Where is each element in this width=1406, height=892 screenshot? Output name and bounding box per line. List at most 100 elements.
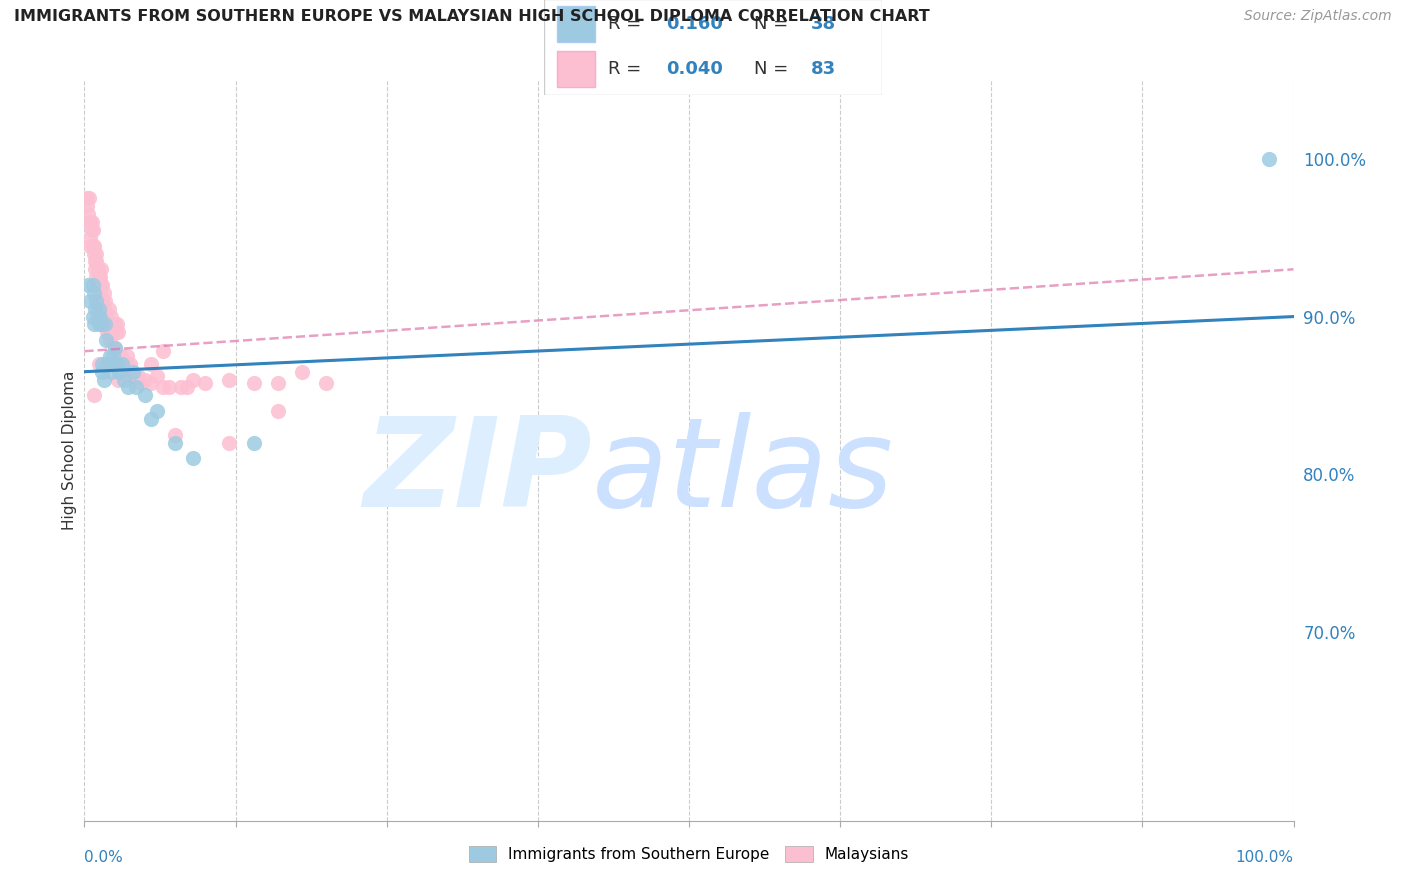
Point (93, 285, 115, 300)
Point (107, 373, 129, 387)
Point (86, 293, 108, 308)
Text: 100.0%: 100.0% (1236, 850, 1294, 865)
Point (157, 380, 180, 394)
Point (98, 333, 121, 347)
Point (86, 270, 108, 285)
Text: N =: N = (754, 15, 794, 33)
Point (87, 318, 110, 332)
Point (86, 310, 108, 324)
Point (96, 357, 118, 371)
Point (77, 191, 100, 205)
Point (139, 376, 162, 390)
Point (120, 357, 142, 371)
Point (111, 357, 134, 371)
Point (83, 246, 105, 260)
Point (100, 318, 122, 332)
Point (86, 246, 108, 260)
Point (134, 373, 156, 387)
Point (165, 427, 187, 442)
Point (242, 376, 264, 390)
FancyBboxPatch shape (557, 51, 595, 87)
Point (77, 278, 100, 293)
Point (107, 326, 129, 340)
Point (146, 369, 169, 384)
Point (152, 380, 174, 394)
Point (218, 435, 240, 450)
Point (84, 262, 107, 277)
Point (101, 357, 124, 371)
Point (83, 238, 105, 252)
Point (79, 238, 101, 252)
Point (124, 369, 146, 384)
Point (125, 380, 148, 394)
Text: ZIP: ZIP (364, 412, 592, 533)
Point (242, 435, 264, 450)
Point (112, 373, 135, 387)
Point (89, 310, 111, 324)
Point (94, 310, 117, 324)
Text: 0.160: 0.160 (665, 15, 723, 33)
Point (97, 301, 120, 316)
Point (117, 365, 139, 379)
Text: 0.040: 0.040 (665, 60, 723, 78)
Point (1258, 152, 1281, 166)
Point (104, 341, 127, 355)
Point (105, 318, 128, 332)
Point (94, 318, 117, 332)
Text: Source: ZipAtlas.com: Source: ZipAtlas.com (1244, 9, 1392, 23)
Point (77, 215, 100, 229)
Point (146, 404, 169, 418)
Point (86, 262, 108, 277)
Point (181, 451, 204, 466)
Point (91, 357, 114, 371)
Point (194, 376, 217, 390)
Point (97, 326, 120, 340)
Point (176, 380, 198, 394)
Point (96, 326, 118, 340)
Point (134, 388, 156, 402)
Text: R =: R = (609, 60, 647, 78)
Point (139, 412, 162, 426)
Point (103, 349, 125, 363)
Point (84, 254, 107, 268)
Point (101, 326, 124, 340)
Point (83, 318, 105, 332)
Point (93, 301, 115, 316)
Point (90, 278, 112, 293)
Point (91, 301, 114, 316)
Point (89, 270, 111, 285)
Point (103, 318, 125, 332)
Point (129, 376, 152, 390)
Point (83, 388, 105, 402)
Point (105, 357, 128, 371)
Point (80, 223, 103, 237)
Point (110, 349, 132, 363)
Text: IMMIGRANTS FROM SOUTHERN EUROPE VS MALAYSIAN HIGH SCHOOL DIPLOMA CORRELATION CHA: IMMIGRANTS FROM SOUTHERN EUROPE VS MALAY… (14, 9, 929, 24)
Text: 38: 38 (811, 15, 837, 33)
Point (87, 301, 110, 316)
Point (112, 359, 135, 374)
Point (115, 349, 138, 363)
Point (108, 365, 131, 379)
Point (90, 318, 112, 332)
Point (91, 365, 114, 379)
Point (91, 293, 114, 308)
Point (127, 369, 149, 384)
Point (104, 326, 127, 340)
Point (86, 254, 108, 268)
Point (80, 215, 103, 229)
Point (82, 310, 104, 324)
Point (139, 357, 162, 371)
Point (100, 365, 122, 379)
Point (121, 369, 143, 384)
Point (165, 435, 187, 450)
Point (98, 318, 121, 332)
Point (98, 349, 121, 363)
Point (218, 373, 240, 387)
FancyBboxPatch shape (557, 5, 595, 42)
Point (117, 380, 139, 394)
Point (89, 285, 111, 300)
Point (79, 215, 101, 229)
Y-axis label: High School Diploma: High School Diploma (62, 371, 77, 530)
Point (90, 262, 112, 277)
